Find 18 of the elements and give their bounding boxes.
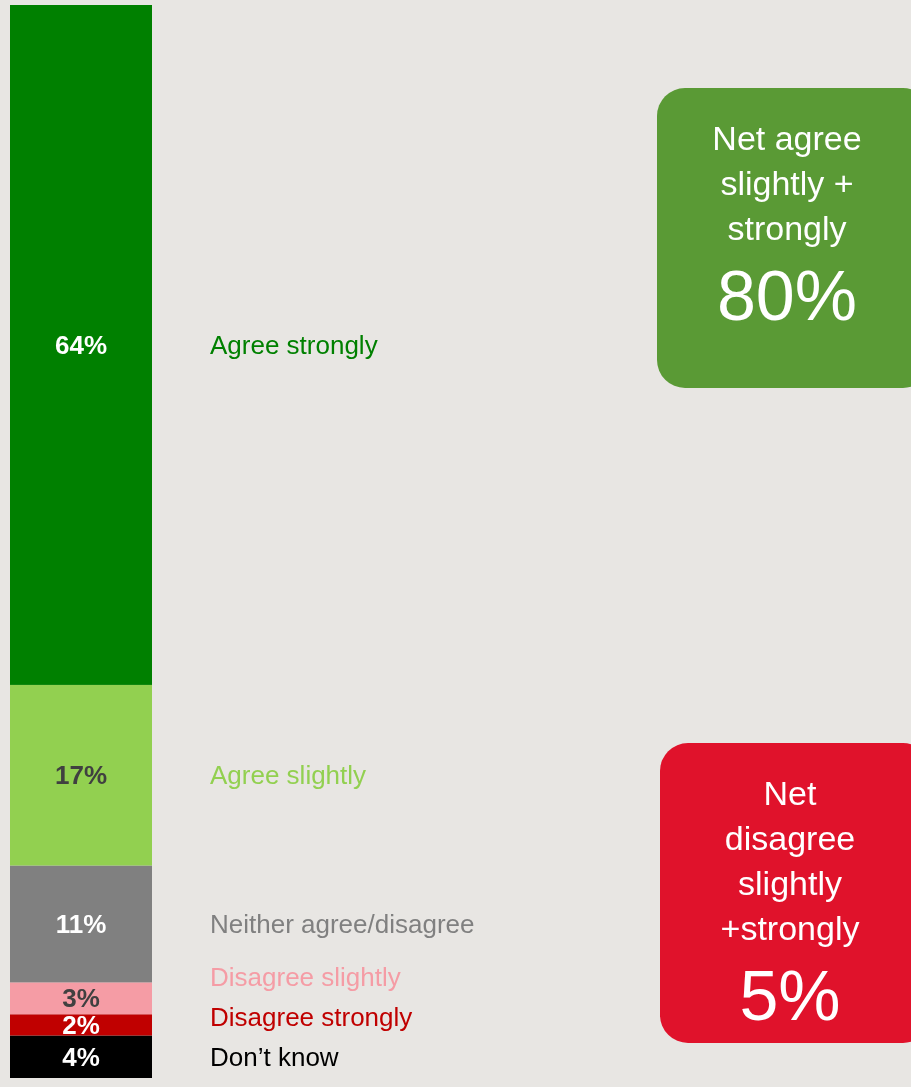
bar (10, 684, 152, 866)
text: Don’t know (210, 1041, 339, 1072)
bar (10, 1035, 152, 1078)
bar (10, 982, 152, 1015)
text: Net disagree slightly +strongly 5% (720, 774, 860, 1035)
data-label: 64% (54, 330, 108, 361)
bar (10, 5, 152, 685)
text: Disagree slightly (210, 961, 401, 992)
text: Agree slightly (210, 760, 367, 791)
data-label: 17% (54, 760, 108, 791)
text: Disagree strongly (210, 1001, 413, 1032)
text: Agree strongly (210, 330, 378, 361)
bar (10, 1014, 152, 1036)
text: Neither agree/disagree (210, 909, 475, 940)
bar (10, 865, 152, 983)
data-label: 4% (62, 1041, 100, 1072)
text: Net agree slightly + strongly 80% (712, 119, 862, 335)
data-label: 11% (55, 909, 107, 940)
